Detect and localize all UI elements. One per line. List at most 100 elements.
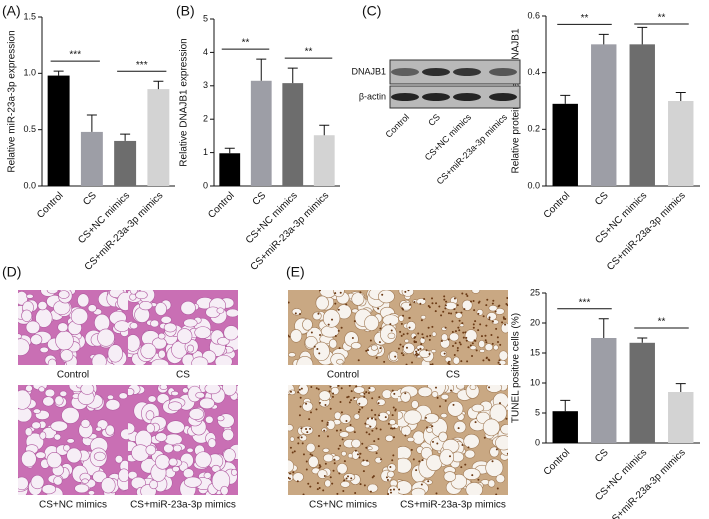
- nucleus: [392, 436, 395, 439]
- nucleus: [371, 429, 374, 432]
- alveolus: [339, 431, 350, 438]
- alveolus: [38, 386, 46, 393]
- nucleus: [289, 446, 292, 449]
- alveolus: [288, 424, 294, 432]
- nucleus: [462, 331, 465, 334]
- alveolus: [459, 323, 465, 328]
- y-tick-label: 0.5: [23, 124, 36, 134]
- nucleus: [405, 346, 408, 349]
- alveolus: [186, 447, 194, 453]
- alveolus: [118, 392, 128, 400]
- alveolus: [57, 322, 69, 333]
- nucleus: [504, 323, 507, 326]
- alveolus: [339, 413, 352, 424]
- nucleus: [309, 453, 312, 456]
- nucleus: [367, 392, 370, 395]
- alveolus: [159, 385, 168, 391]
- x-tick-label: Control: [542, 190, 573, 221]
- nucleus: [417, 332, 420, 335]
- alveolus: [129, 290, 138, 295]
- nucleus: [502, 316, 505, 319]
- alveolus: [367, 446, 373, 451]
- alveolus: [297, 385, 309, 396]
- alveolus: [120, 428, 128, 440]
- alveolus: [155, 432, 168, 442]
- nucleus: [353, 431, 356, 434]
- nucleus: [354, 491, 357, 494]
- nucleus: [455, 311, 458, 314]
- nucleus: [391, 414, 394, 417]
- alveolus: [388, 350, 398, 362]
- alveolus: [461, 299, 473, 311]
- nucleus: [294, 312, 297, 315]
- nucleus: [379, 428, 382, 431]
- nucleus: [495, 493, 498, 495]
- alveolus: [204, 385, 221, 395]
- nucleus: [472, 323, 475, 326]
- alveolus: [360, 460, 371, 467]
- panel-label: (B): [176, 3, 195, 19]
- significance-label: ***: [579, 297, 591, 308]
- nucleus: [374, 413, 377, 416]
- alveolus: [32, 408, 41, 414]
- nucleus: [418, 460, 421, 463]
- alveolus: [80, 419, 91, 428]
- nucleus: [431, 440, 434, 443]
- significance-label: **: [581, 13, 589, 24]
- alveolus: [387, 485, 398, 495]
- alveolus: [440, 350, 447, 357]
- y-axis-label: Relative miR-23a-3p expression: [7, 30, 18, 172]
- nucleus: [309, 427, 312, 430]
- nucleus: [345, 419, 348, 422]
- nucleus: [497, 361, 500, 364]
- alveolus: [489, 446, 500, 458]
- significance-label: ***: [136, 60, 148, 71]
- nucleus: [389, 465, 392, 468]
- alveolus: [452, 356, 460, 365]
- y-tick-label: 1.5: [23, 11, 36, 21]
- nucleus: [453, 297, 456, 300]
- nucleus: [496, 336, 499, 339]
- alveolus: [180, 300, 196, 316]
- micrograph: [18, 385, 128, 495]
- nucleus: [499, 343, 502, 346]
- nucleus: [399, 330, 402, 333]
- alveolus: [411, 487, 426, 495]
- nucleus: [440, 340, 443, 343]
- alveolus: [18, 476, 29, 491]
- nucleus: [363, 392, 366, 395]
- nucleus: [319, 334, 322, 337]
- nucleus: [348, 401, 351, 404]
- alveolus: [336, 463, 348, 475]
- alveolus: [155, 454, 171, 470]
- nucleus: [486, 298, 489, 301]
- nucleus: [402, 314, 405, 317]
- significance-label: **: [305, 47, 313, 58]
- blot-row-label: DNAJB1: [351, 66, 386, 76]
- nucleus: [392, 406, 395, 409]
- alveolus: [367, 483, 379, 493]
- nucleus: [331, 318, 334, 321]
- nucleus: [390, 427, 393, 430]
- alveolus: [328, 338, 338, 349]
- nucleus: [299, 396, 302, 399]
- alveolus: [456, 385, 466, 390]
- blot-lane-label: CS: [426, 112, 442, 128]
- alveolus: [292, 472, 304, 482]
- y-tick-label: 5: [203, 13, 208, 23]
- nucleus: [305, 402, 308, 405]
- alveolus: [364, 424, 370, 429]
- alveolus: [105, 399, 121, 411]
- alveolus: [288, 352, 296, 358]
- alveolus: [387, 332, 396, 340]
- nucleus: [379, 347, 382, 350]
- alveolus: [412, 430, 425, 445]
- alveolus: [401, 290, 415, 297]
- bar: [629, 44, 655, 187]
- nucleus: [425, 349, 428, 352]
- nucleus: [444, 304, 447, 307]
- error-bar: [675, 383, 686, 392]
- nucleus: [310, 331, 313, 334]
- nucleus: [389, 323, 392, 326]
- nucleus: [333, 462, 336, 465]
